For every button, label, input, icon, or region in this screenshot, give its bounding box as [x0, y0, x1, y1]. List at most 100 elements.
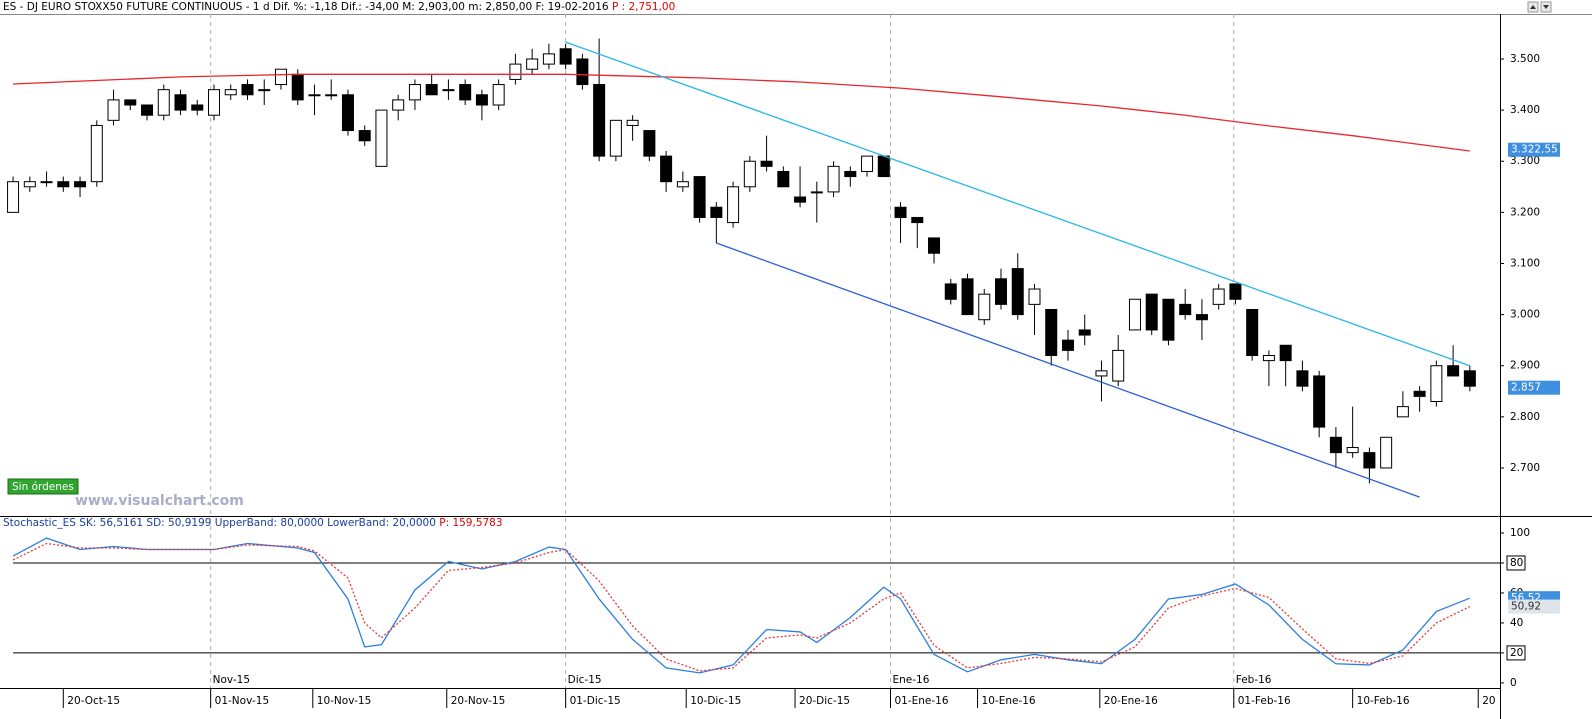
candle-body	[40, 181, 53, 184]
y-tick-label: 3.400	[1510, 104, 1540, 116]
candle-body	[358, 130, 371, 142]
trend-line	[565, 41, 1471, 367]
candle-body	[1396, 406, 1409, 418]
candle-body	[1229, 283, 1242, 300]
candle-body	[291, 73, 304, 101]
y-tick-label: 100	[1510, 527, 1530, 539]
stochastic-line	[12, 537, 1471, 674]
price-header: ES - DJ EURO STOXX50 FUTURE CONTINUOUS -…	[3, 1, 675, 13]
stoch-title: Stochastic_ES SK: 56,5161 SD: 50,9199 Up…	[3, 517, 439, 529]
candle-body	[1195, 314, 1208, 321]
band-tick-box	[1506, 555, 1526, 571]
y-tick-label: 2.700	[1510, 462, 1540, 474]
candle-body	[928, 237, 941, 254]
y-tick-label: 40	[1510, 617, 1523, 629]
candle-body	[341, 94, 354, 132]
x-tick-label: 01-Feb-16	[1238, 695, 1291, 707]
candle-body	[23, 181, 36, 188]
candle-body	[459, 84, 472, 101]
candle-body	[576, 58, 589, 86]
candle-body	[844, 170, 857, 178]
candle-body	[375, 109, 388, 167]
candle-body	[1112, 349, 1125, 382]
candle-body	[609, 119, 622, 157]
candle-body	[157, 89, 170, 116]
x-tick-label: 20-Nov-15	[451, 695, 506, 707]
candle-body	[559, 48, 572, 65]
candle-body	[1279, 344, 1292, 362]
candle-body	[1179, 303, 1192, 316]
candle-body	[693, 176, 706, 218]
candle-body	[442, 89, 455, 92]
candle-body	[1380, 436, 1393, 469]
candle-body	[794, 196, 807, 203]
candle-body	[509, 63, 522, 80]
arrow-up	[1530, 5, 1536, 9]
candle-body	[626, 119, 639, 126]
candle-body	[1413, 390, 1426, 397]
y-tick-label: 3.200	[1510, 206, 1540, 218]
candle-body	[1028, 288, 1041, 305]
candle-body	[995, 278, 1008, 305]
moving-average	[13, 73, 1470, 152]
candle-body	[174, 94, 187, 111]
x-tick-label: 10-Feb-16	[1357, 695, 1410, 707]
window-buttons	[1527, 1, 1552, 13]
candle-body	[224, 89, 237, 96]
x-tick-label: 01-Nov-15	[215, 695, 270, 707]
x-tick-label: 20-Oct-15	[67, 695, 120, 707]
x-tick-label: 20-Dic-15	[799, 695, 850, 707]
candle-body	[475, 94, 488, 106]
candle-body	[861, 155, 874, 172]
candle-body	[1246, 308, 1259, 356]
candle-body	[74, 181, 87, 188]
candle-body	[894, 206, 907, 218]
candle-body	[660, 155, 673, 183]
candle-body	[492, 84, 505, 106]
x-tick-label: 10-Nov-15	[317, 695, 372, 707]
x-tick-label: 01-Ene-16	[894, 695, 948, 707]
candle-body	[425, 84, 438, 96]
candle-body	[727, 186, 740, 224]
y-tick-label: 3.500	[1510, 53, 1540, 65]
candle-body	[593, 84, 606, 157]
candle-body	[1145, 293, 1158, 331]
month-label: Feb-16	[1236, 674, 1272, 686]
candle-body	[1363, 452, 1376, 469]
stochastic-line	[12, 542, 1471, 672]
candle-body	[1313, 375, 1326, 428]
y-tick-label: 20	[1510, 647, 1523, 659]
candle-body	[7, 181, 20, 213]
candle-body	[1262, 354, 1275, 362]
candle-body	[827, 165, 840, 193]
last-value-label: 2.857	[1511, 382, 1541, 394]
candle-body	[961, 278, 974, 316]
month-label: Dic-15	[568, 674, 602, 686]
candle-body	[1346, 447, 1359, 454]
x-tick-label: 01-Dic-15	[570, 695, 621, 707]
candle-body	[526, 58, 539, 70]
status-box	[7, 478, 79, 495]
candle-body	[1045, 308, 1058, 356]
price-title: ES - DJ EURO STOXX50 FUTURE CONTINUOUS -…	[3, 1, 612, 13]
candle-body	[274, 68, 287, 86]
candle-body	[90, 124, 103, 183]
y-tick-label: 2.800	[1510, 411, 1540, 423]
trend-line	[716, 242, 1420, 498]
watermark: www.visualchart.com	[75, 493, 244, 509]
candle-body	[258, 89, 271, 92]
candle-body	[978, 293, 991, 321]
y-tick-label: 0	[1510, 677, 1517, 689]
y-tick-label: 3.100	[1510, 257, 1540, 269]
candle-body	[676, 181, 689, 188]
candle-body	[743, 160, 756, 188]
stoch-title-p: P: 159,5783	[439, 517, 502, 529]
candle-body	[542, 53, 555, 65]
candle-body	[1463, 370, 1476, 387]
candle-body	[1430, 365, 1443, 403]
candle-body	[810, 191, 823, 194]
candle-body	[325, 94, 338, 97]
candle-body	[107, 99, 120, 121]
candle-body	[124, 99, 137, 106]
